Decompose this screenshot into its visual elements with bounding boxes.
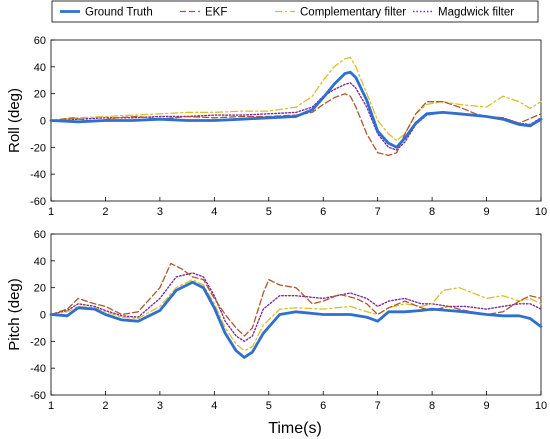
x-tick-label: 7	[375, 206, 381, 218]
x-tick-label: 9	[483, 206, 489, 218]
y-tick-label: 20	[34, 89, 46, 101]
pitch-panel: 60 40 20 0 -20 -40 -601 2 3 4 5 6 7 8 9 10 Pitch (deg)	[6, 229, 547, 412]
series-line-complementary-filter	[50, 278, 542, 352]
x-tick-label: 2	[102, 400, 108, 412]
x-tick-label: 9	[483, 400, 489, 412]
series-line-ground-truth	[49, 280, 543, 359]
legend-label-ekf: EKF	[205, 7, 227, 19]
y-tick-label: -60	[30, 196, 46, 208]
series-lines	[49, 56, 543, 157]
x-tick-label: 2	[102, 206, 108, 218]
series-line-ground-truth	[49, 70, 543, 149]
y-tick-label: 0	[40, 310, 46, 322]
x-tick-label: 3	[157, 206, 163, 218]
y-tick-label: 40	[34, 256, 46, 268]
x-tick-label: 10	[535, 400, 547, 412]
y-tick-label: 60	[34, 229, 46, 241]
y-axis-label: Roll (deg)	[6, 88, 23, 153]
y-tick-label: -40	[30, 169, 46, 181]
y-tick-label: 20	[34, 283, 46, 295]
x-tick-label: 6	[320, 206, 326, 218]
y-tick-label: 0	[40, 116, 46, 128]
y-tick-label: -40	[30, 363, 46, 375]
series-lines	[49, 262, 543, 359]
legend-label-complementary-filter: Complementary filter	[300, 7, 406, 19]
x-tick-label: 6	[320, 400, 326, 412]
y-axis-label: Pitch (deg)	[6, 278, 23, 351]
x-tick-label: 4	[211, 206, 217, 218]
x-tick-label: 5	[266, 400, 272, 412]
y-tick-label: 60	[34, 35, 46, 47]
x-axis-label: Time(s)	[268, 420, 322, 437]
legend-label-ground-truth: Ground Truth	[85, 7, 153, 19]
x-tick-label: 1	[48, 400, 54, 412]
x-tick-label: 8	[429, 206, 435, 218]
x-tick-label: 5	[266, 206, 272, 218]
x-tick-label: 10	[535, 206, 547, 218]
roll-panel: 60 40 20 0 -20 -40 -601 2 3 4 5 6 7 8 9 10 Roll (deg)	[6, 35, 547, 218]
y-tick-label: -20	[30, 142, 46, 154]
x-tick-label: 3	[157, 400, 163, 412]
y-tick-label: -20	[30, 336, 46, 348]
y-tick-label: 40	[34, 62, 46, 74]
y-tick-label: -60	[30, 390, 46, 402]
series-line-magdwick-filter	[50, 272, 542, 342]
x-tick-label: 7	[375, 400, 381, 412]
legend-label-magdwick-filter: Magdwick filter	[438, 7, 514, 19]
legend: Ground Truth EKF Complementary filter Magdw…	[51, 0, 539, 23]
series-line-ekf	[50, 262, 542, 337]
x-tick-label: 1	[48, 206, 54, 218]
x-tick-label: 8	[429, 400, 435, 412]
series-line-ekf	[50, 93, 542, 157]
x-tick-label: 4	[211, 400, 217, 412]
series-line-complementary-filter	[50, 56, 542, 142]
